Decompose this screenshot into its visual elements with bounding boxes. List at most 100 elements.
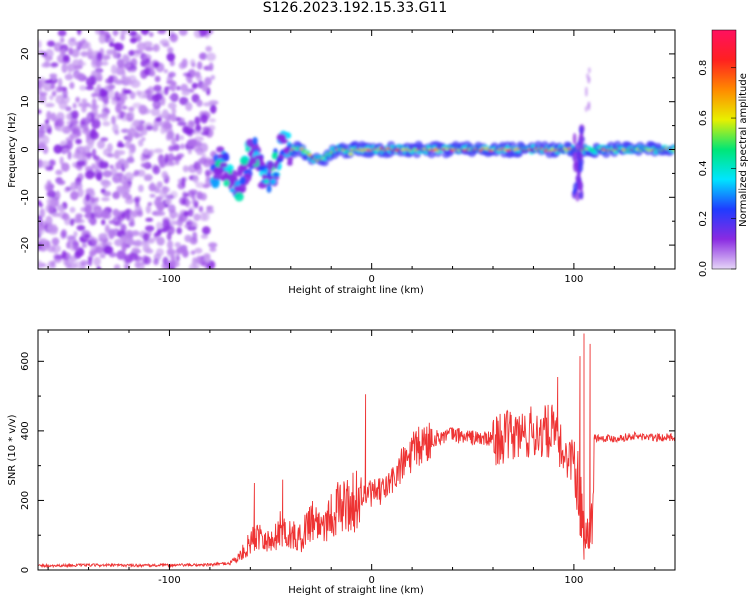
spectrogram-blob [134, 260, 141, 269]
spectrogram-blob [125, 208, 131, 215]
spectrogram-blob [156, 181, 163, 189]
spectrogram-blob [170, 260, 180, 268]
spectrogram-blob [578, 125, 585, 135]
spectrogram-blob [108, 220, 114, 225]
spectrogram-blob [51, 244, 61, 254]
spectrogram-blob [64, 73, 74, 81]
spectrogram-blob [100, 209, 110, 219]
spectrogram-blob [38, 199, 42, 207]
spectrogram-blob [208, 118, 217, 123]
spectrogram-blob [38, 109, 42, 115]
colorbar: 0.0 0.2 0.4 0.6 0.8 Normalized spectral ampl… [698, 29, 749, 277]
spectrogram-y-tick-label: 10 [20, 95, 31, 108]
spectrogram-blob [174, 241, 181, 248]
spectrogram-blob [42, 243, 49, 252]
spectrogram-blob [194, 116, 201, 125]
spectrogram-blob [191, 62, 196, 68]
spectrogram-blob [46, 180, 52, 186]
snr-y-tick-label: 600 [20, 352, 31, 371]
spectrogram-blob [102, 121, 111, 127]
spectrogram-blob [63, 215, 71, 226]
spectrogram-blob [228, 169, 233, 175]
spectrogram-blob [192, 130, 202, 135]
spectrogram-blob [205, 45, 213, 53]
spectrogram-blob [56, 179, 66, 186]
spectrogram-blob [120, 128, 130, 134]
spectrogram-blob [108, 228, 116, 238]
spectrogram-blob [195, 124, 202, 133]
spectrogram-blob [42, 145, 49, 155]
spectrogram-blob [77, 72, 85, 78]
spectrogram-blob [127, 127, 137, 138]
spectrogram-blob [143, 174, 153, 181]
spectrogram-blob [49, 94, 54, 101]
spectrogram-blob [96, 76, 103, 82]
spectrogram-blob [163, 86, 169, 96]
spectrogram-blob [177, 121, 187, 127]
spectrogram-blob [198, 205, 204, 213]
spectrogram-blob [264, 168, 269, 173]
spectrogram-blob [106, 241, 113, 246]
spectrogram-blob [133, 49, 144, 54]
snr-panel: -100 0 100 0 200 400 600 Height of straight li… [7, 329, 676, 596]
spectrogram-blob [125, 140, 132, 149]
spectrogram-blob [161, 171, 168, 179]
spectrogram-blob [130, 79, 141, 88]
spectrogram-blob [67, 235, 77, 244]
spectrogram-blob [147, 228, 152, 237]
spectrogram-blob [99, 253, 106, 259]
spectrogram-blob [41, 62, 51, 68]
spectrogram-blob [153, 258, 159, 266]
spectrogram-blob [74, 261, 82, 269]
spectrogram-blob [91, 163, 96, 168]
spectrogram-blob [134, 132, 144, 138]
spectrogram-blob [86, 114, 91, 121]
spectrogram-blob [149, 70, 156, 77]
spectrogram-blob [66, 63, 77, 72]
spectrogram-blob [38, 84, 43, 94]
spectrogram-blob [149, 193, 156, 198]
spectrogram-blob [200, 192, 207, 201]
spectrogram-blob [239, 176, 246, 185]
spectrogram-blob [44, 55, 53, 61]
spectrogram-blob [155, 248, 164, 257]
spectrogram-blob [168, 161, 176, 167]
spectrogram-blob [47, 222, 53, 232]
spectrogram-blob [113, 191, 120, 200]
spectrogram-blob [169, 219, 176, 226]
spectrogram-blob [187, 78, 193, 84]
spectrogram-blob [348, 152, 353, 156]
spectrogram-blob [120, 34, 126, 41]
spectrogram-blob [75, 152, 86, 161]
spectrogram-blob [157, 30, 166, 35]
spectrogram-blob [223, 179, 230, 187]
spectrogram-blob [190, 250, 196, 255]
spectrogram-blob [204, 76, 212, 86]
spectrogram-blob [167, 102, 177, 110]
spectrogram-blob [124, 61, 135, 71]
spectrogram-blob [200, 113, 209, 124]
spectrogram-blob [91, 237, 99, 245]
spectrogram-blob [132, 119, 141, 127]
spectrogram-blob [59, 36, 65, 44]
spectrogram-blob [106, 153, 115, 158]
spectrogram-blob [182, 72, 192, 77]
colorbar-tick-label: 0.0 [698, 261, 709, 277]
spectrogram-blob [75, 218, 85, 224]
spectrogram-blob [59, 156, 64, 166]
spectrogram-blob [83, 123, 89, 132]
snr-marks [38, 333, 675, 569]
spectrogram-blob [202, 126, 211, 133]
spectrogram-blob [55, 192, 61, 199]
spectrogram-blob [71, 127, 79, 135]
spectrogram-blob [584, 106, 588, 113]
spectrogram-blob [101, 89, 109, 97]
spectrogram-blob [46, 40, 56, 47]
spectrogram-blob [181, 90, 190, 96]
spectrogram-blob [163, 127, 173, 133]
spectrogram-blob [202, 184, 210, 189]
spectrogram-blob [38, 218, 41, 227]
spectrogram-blob [96, 83, 101, 91]
spectrogram-blob [148, 149, 155, 157]
spectrogram-blob [131, 230, 140, 237]
